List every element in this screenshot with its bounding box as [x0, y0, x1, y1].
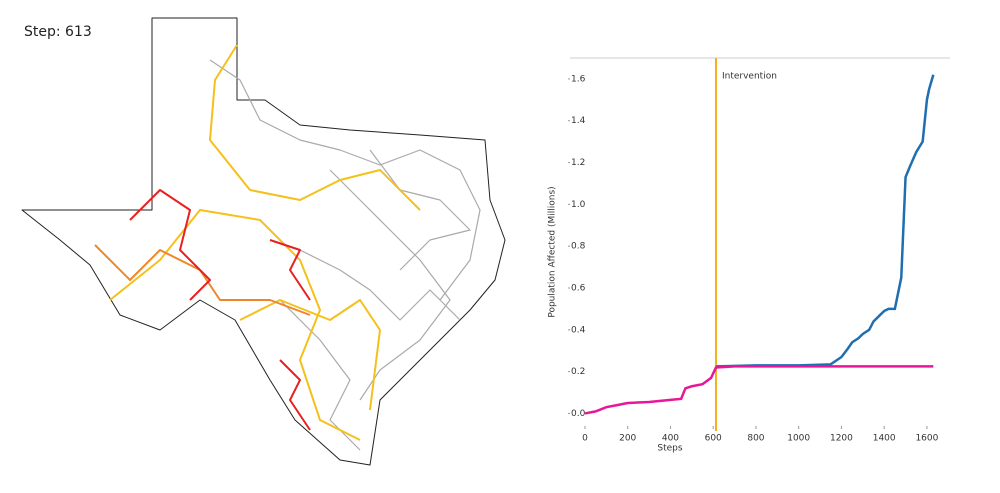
y-axis-label: Population Affected (Millions): [548, 186, 558, 317]
chart: 0.0 0.2 0.4 0.6 0.8 1.0 1.2 1.4 1.6 0 200 400 600 800…: [548, 57, 950, 454]
y-tick-label: 0.6: [571, 284, 586, 294]
intervention-label: Intervention: [722, 72, 777, 82]
x-tick-label: 0: [582, 434, 588, 444]
y-tick-label: 1.0: [571, 200, 586, 210]
step-label: Step: 613: [24, 24, 92, 40]
state-outline: [21, 17, 506, 466]
x-tick-label: 200: [619, 434, 636, 444]
orange-network: [94, 244, 311, 316]
y-tick-label: 0.0: [571, 409, 586, 419]
x-tick-label: 800: [747, 434, 764, 444]
x-tick-label: 600: [705, 434, 722, 444]
gray-network: [209, 59, 481, 451]
series-line: [584, 365, 934, 415]
y-tick-label: 0.4: [571, 325, 586, 335]
x-tick-label: 1000: [787, 434, 810, 444]
y-tick-label: 1.4: [571, 116, 586, 126]
y-tick-label: 1.2: [571, 158, 585, 168]
series-line: [715, 74, 935, 368]
red-network: [129, 189, 311, 431]
x-tick-label: 1200: [830, 434, 853, 444]
x-tick-label: 400: [662, 434, 679, 444]
x-axis-label: Steps: [657, 444, 682, 454]
y-tick-label: 1.6: [571, 74, 586, 84]
texas-map: [21, 17, 506, 466]
x-tick-label: 1400: [873, 434, 896, 444]
x-tick-label: 1600: [915, 434, 938, 444]
y-tick-label: 0.2: [571, 367, 585, 377]
y-tick-label: 0.8: [571, 242, 586, 252]
yellow-network: [109, 44, 421, 441]
